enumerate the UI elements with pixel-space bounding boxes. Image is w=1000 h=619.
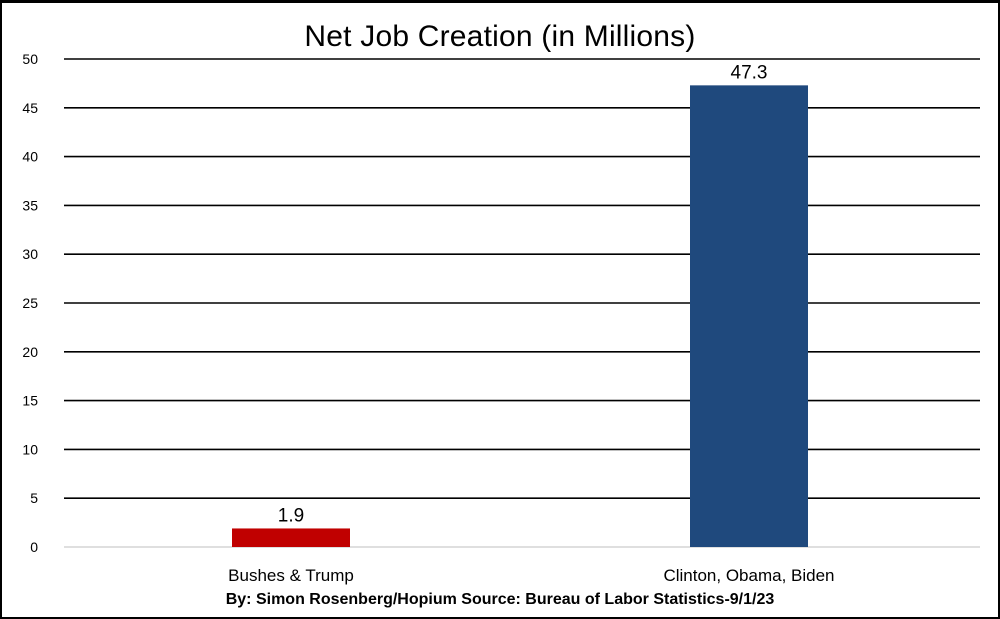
- y-tick-label: 5: [30, 490, 38, 506]
- bar: [232, 528, 350, 547]
- y-tick-label: 0: [30, 539, 38, 555]
- source-footer: By: Simon Rosenberg/Hopium Source: Burea…: [225, 591, 775, 608]
- y-tick-label: 10: [22, 441, 38, 457]
- category-labels: Bushes & Trump Clinton, Obama, Biden: [228, 566, 834, 585]
- chart-title: Net Job Creation (in Millions): [304, 20, 696, 53]
- y-tick-label: 15: [22, 393, 38, 409]
- category-label: Bushes & Trump: [228, 566, 354, 585]
- data-label: 1.9: [278, 505, 304, 526]
- y-tick-label: 45: [22, 100, 38, 116]
- y-tick-label: 20: [22, 344, 38, 360]
- bars: [232, 85, 808, 548]
- y-tick-label: 25: [22, 295, 38, 311]
- y-tick-label: 35: [22, 197, 38, 213]
- y-tick-label: 30: [22, 246, 38, 262]
- gridlines: [64, 58, 980, 548]
- category-label: Clinton, Obama, Biden: [663, 566, 834, 585]
- y-tick-label: 50: [22, 51, 38, 67]
- data-label: 47.3: [731, 62, 768, 83]
- data-labels: 1.9 47.3: [278, 62, 768, 526]
- y-tick-label: 40: [22, 149, 38, 165]
- y-axis-ticks: 0 5 10 15 20 25 30 35 40 45 50: [22, 51, 38, 555]
- bar: [690, 85, 808, 548]
